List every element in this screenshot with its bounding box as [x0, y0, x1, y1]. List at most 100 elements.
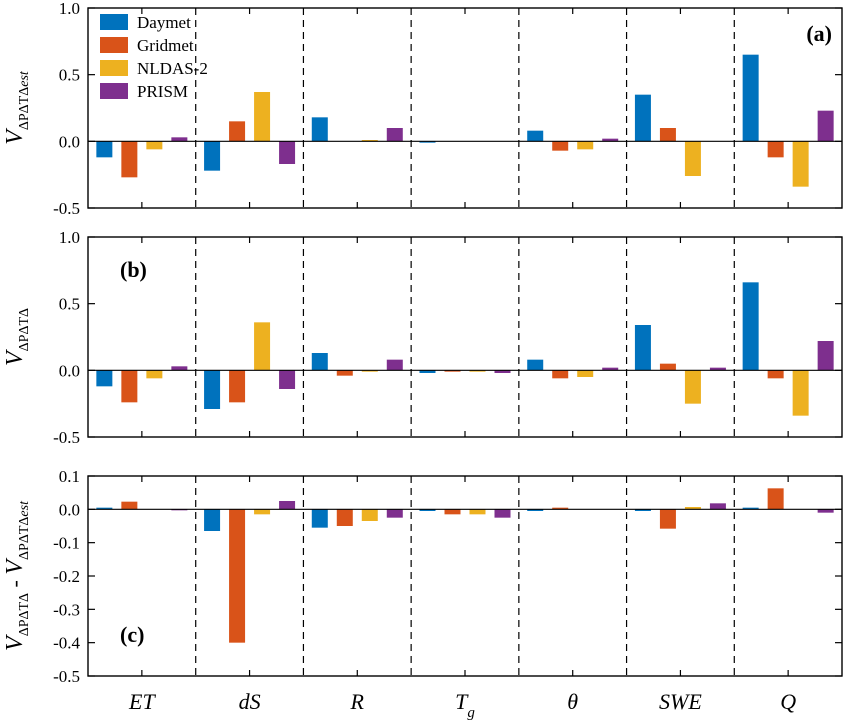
- bar-prism-dS: [279, 370, 296, 389]
- bar-daymet-T: [419, 509, 436, 511]
- bar-prism-Q: [817, 110, 834, 142]
- bar-gridmet-dS: [229, 370, 246, 403]
- bar-nldas2-R: [361, 140, 378, 142]
- bar-gridmet-ET: [121, 501, 138, 510]
- bar-nldas2-ET: [146, 141, 163, 150]
- y-tick-label: 0.5: [59, 66, 80, 85]
- bar-nldas2-θ: [577, 370, 594, 377]
- legend-swatch-prism: [100, 83, 128, 99]
- bar-daymet-ET: [96, 370, 113, 387]
- bar-gridmet-θ: [552, 507, 569, 510]
- panel-label: (b): [120, 257, 147, 282]
- y-tick-label: -0.5: [53, 199, 80, 218]
- x-tick-label: SWE: [659, 689, 702, 714]
- legend: Daymet Gridmet NLDAS-2 PRISM: [100, 13, 208, 101]
- bar-daymet-R: [311, 509, 328, 528]
- bar-nldas2-R: [361, 509, 378, 521]
- x-axis-labels: ET dS R Tg θ SWE Q: [128, 689, 796, 721]
- y-axis-label: VΔPΔTΔ: [2, 308, 32, 366]
- panel-label: (a): [806, 21, 832, 46]
- y-tick-label: -0.3: [53, 600, 80, 619]
- bar-gridmet-R: [336, 509, 353, 526]
- bar-prism-SWE: [709, 503, 726, 510]
- bar-daymet-Q: [742, 507, 759, 510]
- bar-daymet-SWE: [634, 325, 651, 371]
- bar-daymet-T: [419, 370, 436, 373]
- bar-daymet-θ: [527, 509, 544, 511]
- plot-frame: [87, 7, 843, 209]
- bar-daymet-R: [311, 353, 328, 371]
- bar-prism-ET: [171, 137, 188, 142]
- bar-prism-Q: [817, 509, 834, 513]
- x-tick-label: dS: [239, 689, 261, 714]
- bar-gridmet-dS: [229, 509, 246, 643]
- bar-daymet-Q: [742, 54, 759, 142]
- y-tick-label: 1.0: [59, 228, 80, 247]
- bar-gridmet-Q: [767, 488, 784, 510]
- bar-gridmet-T: [444, 509, 461, 515]
- bar-prism-T: [494, 509, 511, 518]
- bar-prism-ET: [171, 366, 188, 371]
- x-tick-label: ET: [128, 689, 156, 714]
- bar-daymet-Q: [742, 282, 759, 371]
- legend-swatch-nldas2: [100, 60, 128, 76]
- legend-label: Gridmet: [137, 36, 194, 55]
- legend-swatch-daymet: [100, 14, 128, 30]
- bar-prism-R: [386, 359, 403, 371]
- panel-2: 1.0 0.5 0.0 -0.5 (b) VΔPΔTΔ: [2, 228, 843, 447]
- bar-gridmet-SWE: [659, 363, 676, 371]
- plot-frame: [87, 236, 843, 438]
- bar-nldas2-dS: [254, 322, 271, 371]
- bar-prism-T: [494, 370, 511, 373]
- bar-nldas2-SWE: [684, 507, 701, 510]
- legend-label: NLDAS-2: [137, 59, 208, 78]
- y-axis-label: VΔPΔTΔest: [2, 70, 32, 145]
- bar-gridmet-θ: [552, 370, 569, 379]
- bar-gridmet-dS: [229, 121, 246, 142]
- y-tick-label: -0.2: [53, 567, 80, 586]
- bar-daymet-ET: [96, 141, 113, 158]
- legend-swatch-gridmet: [100, 37, 128, 53]
- y-tick-label: 0.0: [59, 361, 80, 380]
- legend-label: PRISM: [137, 82, 188, 101]
- bar-gridmet-θ: [552, 141, 569, 151]
- bar-gridmet-ET: [121, 370, 138, 403]
- bar-nldas2-T: [469, 370, 486, 372]
- y-tick-label: 0.1: [59, 467, 80, 486]
- bar-nldas2-Q: [792, 141, 809, 187]
- bar-prism-SWE: [709, 367, 726, 371]
- x-tick-label: θ: [567, 689, 578, 714]
- bar-prism-dS: [279, 501, 296, 510]
- bar-nldas2-SWE: [684, 141, 701, 176]
- bar-gridmet-Q: [767, 141, 784, 158]
- y-tick-label: 1.0: [59, 0, 80, 18]
- bar-prism-R: [386, 128, 403, 142]
- bar-gridmet-ET: [121, 141, 138, 178]
- x-tick-label: R: [350, 689, 365, 714]
- y-tick-label: 0.0: [59, 500, 80, 519]
- bar-gridmet-T: [444, 370, 461, 372]
- bar-daymet-dS: [204, 509, 221, 531]
- bar-nldas2-SWE: [684, 370, 701, 404]
- bar-nldas2-R: [361, 370, 378, 372]
- bar-prism-θ: [602, 138, 619, 142]
- panel-label: (c): [120, 622, 144, 647]
- bar-daymet-θ: [527, 130, 544, 142]
- y-tick-label: -0.4: [53, 634, 80, 653]
- bar-gridmet-Q: [767, 370, 784, 379]
- bar-gridmet-SWE: [659, 128, 676, 142]
- bar-daymet-SWE: [634, 509, 651, 511]
- bar-nldas2-ET: [146, 370, 163, 379]
- bar-nldas2-dS: [254, 509, 271, 515]
- bar-nldas2-T: [469, 509, 486, 515]
- bar-daymet-dS: [204, 141, 221, 171]
- y-axis-label: VΔPΔTΔ - VΔPΔTΔest: [2, 500, 32, 651]
- y-tick-label: -0.5: [53, 667, 80, 686]
- x-tick-label: Tg: [455, 689, 475, 721]
- bar-daymet-SWE: [634, 94, 651, 142]
- legend-label: Daymet: [137, 13, 191, 32]
- bar-daymet-dS: [204, 370, 221, 409]
- bar-prism-Q: [817, 341, 834, 371]
- plot-frame: [87, 475, 843, 677]
